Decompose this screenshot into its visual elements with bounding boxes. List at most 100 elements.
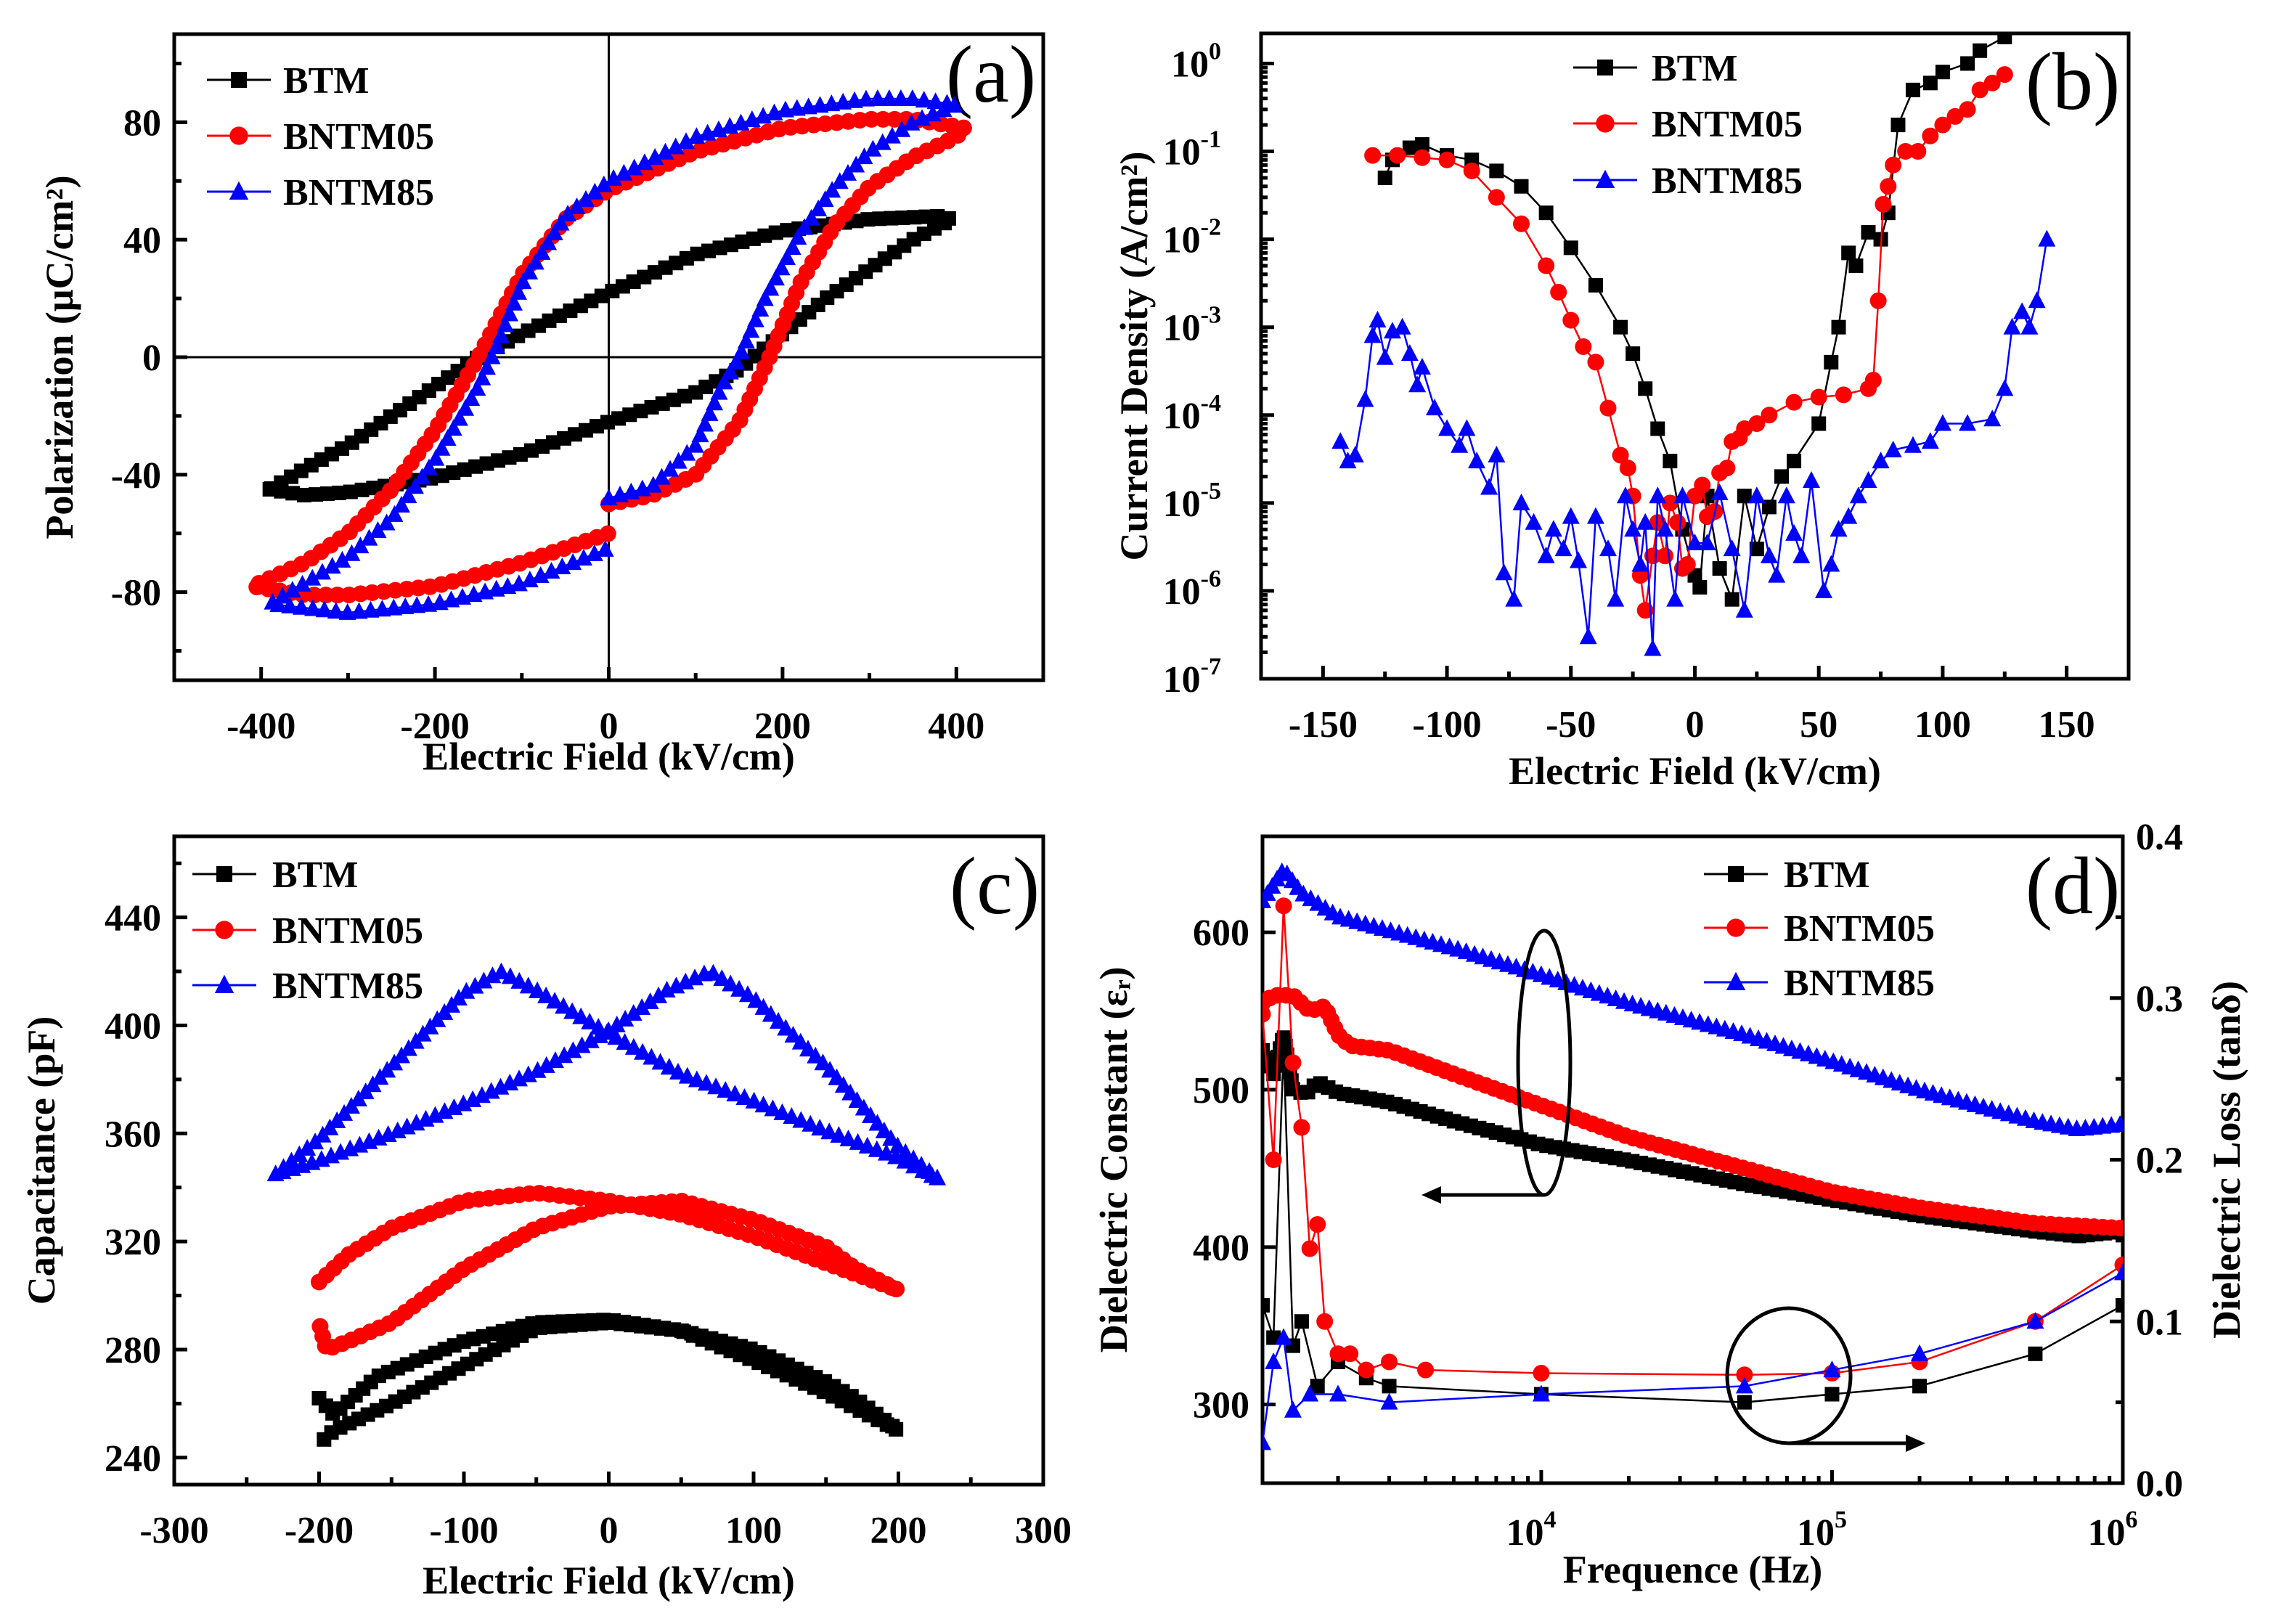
- data-point: [1802, 470, 1820, 488]
- data-point: [433, 438, 451, 456]
- plot-frame: [172, 32, 1045, 682]
- data-point: [886, 110, 903, 128]
- data-point: [1723, 539, 1741, 557]
- data-point: [1973, 43, 1988, 58]
- data-point: [1960, 56, 1975, 71]
- data-point: [399, 486, 417, 504]
- data-point: [546, 992, 564, 1009]
- plot-frame: [1260, 834, 2125, 1485]
- legend-label: BNTM05: [1652, 104, 1803, 145]
- x-tick-label: -300: [139, 1510, 208, 1551]
- data-point: [1382, 1379, 1397, 1394]
- x-tick-label: 200: [870, 1510, 927, 1551]
- data-point: [1934, 116, 1951, 134]
- data-point: [1293, 1119, 1310, 1136]
- data-point: [773, 1103, 791, 1120]
- data-point: [1922, 76, 1938, 91]
- data-point: [285, 486, 301, 501]
- data-point: [677, 972, 695, 990]
- data-point: [574, 548, 592, 566]
- data-point: [323, 557, 341, 574]
- data-point: [1414, 149, 1431, 166]
- data-point: [385, 598, 403, 616]
- data-point: [439, 429, 457, 446]
- data-point: [858, 1136, 876, 1154]
- data-point: [1364, 147, 1382, 164]
- data-point: [555, 1046, 574, 1064]
- data-point: [427, 449, 445, 466]
- panel-label: (b): [2026, 37, 2121, 127]
- data-point: [1996, 379, 2014, 396]
- data-point: [1663, 454, 1678, 469]
- x-tick-label: 200: [754, 706, 811, 747]
- legend-item-BNTM05: BNTM05: [1704, 908, 1935, 950]
- data-point: [581, 1012, 599, 1029]
- data-point: [296, 488, 311, 503]
- data-point: [709, 120, 727, 137]
- data-point: [1904, 436, 1922, 453]
- data-point: [1616, 486, 1634, 504]
- data-point: [331, 485, 346, 500]
- legend-label: BTM: [283, 60, 369, 102]
- data-point: [1381, 1353, 1398, 1371]
- legend-marker: [1596, 114, 1615, 133]
- data-point: [298, 1138, 317, 1156]
- data-point: [698, 123, 717, 141]
- data-point: [596, 539, 614, 557]
- data-point: [747, 991, 765, 1008]
- data-point: [1263, 1005, 1271, 1023]
- data-point: [366, 481, 381, 496]
- data-point: [1346, 445, 1364, 462]
- data-point: [1710, 483, 1729, 501]
- ellipse-annotation: [1516, 929, 1573, 1197]
- data-point: [1512, 493, 1530, 510]
- data-point: [590, 1018, 608, 1035]
- data-point: [695, 964, 713, 982]
- data-point: [1774, 469, 1789, 484]
- data-point: [611, 411, 627, 426]
- data-point: [930, 208, 945, 224]
- y-right-tick-label: 0.3: [2136, 979, 2183, 1020]
- y-tick-label: 400: [1193, 1228, 1249, 1269]
- data-point: [1656, 520, 1674, 537]
- data-point: [860, 212, 876, 227]
- panel-label: (c): [950, 841, 1040, 931]
- data-point: [2111, 1115, 2123, 1133]
- data-point: [1554, 539, 1573, 557]
- data-point: [1824, 1387, 1840, 1402]
- data-point: [595, 175, 613, 192]
- data-point: [751, 300, 770, 317]
- data-point: [1636, 513, 1655, 530]
- data-point: [641, 992, 659, 1009]
- data-point: [742, 321, 760, 338]
- data-point: [823, 181, 841, 198]
- data-point: [1309, 1216, 1326, 1233]
- data-point: [274, 1162, 292, 1180]
- data-point: [1514, 179, 1529, 194]
- data-point: [624, 1037, 643, 1055]
- data-point: [1263, 1433, 1271, 1450]
- data-point: [379, 1125, 397, 1143]
- data-point: [903, 89, 921, 106]
- y-tick-label: 10-4: [1163, 390, 1221, 437]
- data-point: [857, 89, 875, 107]
- data-point: [1823, 1360, 1841, 1378]
- data-point: [1875, 195, 1892, 213]
- data-point: [816, 190, 834, 208]
- data-point: [616, 1033, 634, 1050]
- data-point: [1822, 555, 1840, 572]
- data-point: [616, 1010, 635, 1027]
- data-point: [1692, 579, 1708, 595]
- tick-exponent: -1: [1201, 126, 1221, 153]
- legend-item-BTM: BTM: [1704, 854, 1869, 896]
- data-point: [1650, 421, 1665, 436]
- data-point: [1849, 486, 1867, 504]
- data-point: [754, 107, 772, 124]
- data-point: [582, 1031, 600, 1048]
- data-point: [1586, 507, 1604, 524]
- x-tick-label: 50: [1800, 704, 1837, 746]
- data-point: [799, 97, 817, 115]
- data-point: [666, 392, 681, 407]
- data-point: [1339, 452, 1357, 469]
- data-point: [468, 379, 486, 396]
